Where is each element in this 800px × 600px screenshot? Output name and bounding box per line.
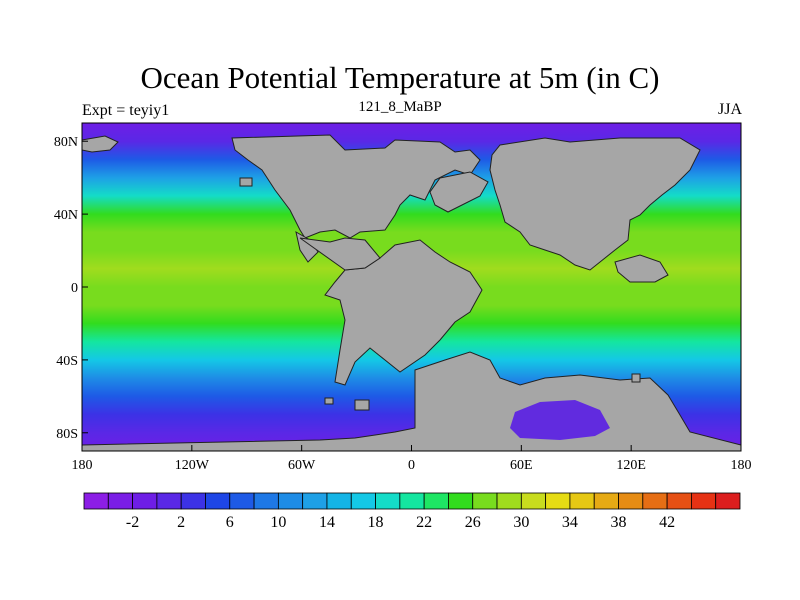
- colorbar-swatch: [205, 492, 231, 510]
- land-north-america: [231, 134, 481, 239]
- lat-tick-label: 0: [71, 281, 78, 296]
- land-south-america: [324, 239, 483, 386]
- colorbar-swatch: [642, 492, 668, 510]
- colorbar-swatch: [618, 492, 644, 510]
- lon-tick-label: 120W: [175, 458, 210, 473]
- colorbar-swatch: [472, 492, 498, 510]
- colorbar-label: 6: [226, 514, 234, 531]
- lon-tick-label: 0: [408, 458, 415, 473]
- colorbar-label: 22: [416, 514, 432, 531]
- land-se-asia: [614, 254, 669, 283]
- colorbar-label: 14: [319, 514, 335, 531]
- experiment-label: Expt = teyiy1: [82, 102, 170, 119]
- period-label: 121_8_MaBP: [358, 99, 442, 115]
- lat-tick-label: 80S: [56, 427, 78, 442]
- antarctic-cold-pocket: [510, 400, 610, 440]
- colorbar-swatch: [569, 492, 595, 510]
- colorbar-swatch: [277, 492, 304, 510]
- lon-tick-label: 180: [731, 458, 752, 473]
- colorbar-swatch: [520, 492, 547, 510]
- lon-tick-label: 60W: [288, 458, 316, 473]
- land-island: [239, 177, 253, 187]
- colorbar-swatch: [326, 492, 352, 510]
- colorbar-swatch: [350, 492, 376, 510]
- colorbar-swatch: [593, 492, 619, 510]
- colorbar-swatch: [423, 492, 449, 510]
- colorbar-label: 10: [270, 514, 286, 531]
- colorbar-swatch: [180, 492, 206, 510]
- lat-tick-label: 40N: [54, 208, 78, 223]
- colorbar-label: 18: [368, 514, 384, 531]
- colorbar-swatch: [229, 492, 255, 510]
- longitude-axis: 180 120W 60W 0 60E 120E 180: [72, 445, 752, 473]
- colorbar-swatch: [83, 492, 109, 510]
- colorbar-swatch: [107, 492, 133, 510]
- lon-tick-label: 120E: [616, 458, 646, 473]
- colorbar-label: -2: [126, 514, 139, 531]
- latitude-axis: 80N 40N 0 40S 80S: [54, 135, 88, 442]
- season-label: JJA: [717, 101, 742, 118]
- colorbar-swatch: [715, 492, 741, 510]
- colorbar-swatch: [666, 492, 692, 510]
- land-island: [324, 397, 334, 405]
- colorbar-label: 2: [177, 514, 185, 531]
- lon-tick-label: 180: [72, 458, 93, 473]
- land-eurasia: [489, 137, 701, 271]
- land-island: [631, 373, 641, 383]
- colorbar-swatch: [399, 492, 425, 510]
- lat-tick-label: 40S: [56, 354, 78, 369]
- colorbar-label: 34: [562, 514, 578, 531]
- colorbar-label: 42: [659, 514, 675, 531]
- lon-tick-label: 60E: [510, 458, 533, 473]
- colorbar-swatch: [156, 492, 182, 510]
- colorbar-label: 30: [513, 514, 529, 531]
- plot-title: Ocean Potential Temperature at 5m (in C): [140, 60, 660, 95]
- land-arctic-islands: [82, 135, 119, 153]
- colorbar-swatch: [375, 492, 401, 510]
- colorbar: -2 2 6 10 14 18 22 26 30 34 38 42: [83, 492, 741, 531]
- land-africa: [299, 237, 381, 271]
- colorbar-swatch: [448, 492, 474, 510]
- colorbar-swatch: [253, 492, 279, 510]
- land-europe: [429, 171, 489, 213]
- colorbar-swatch: [496, 492, 522, 510]
- lat-tick-label: 80N: [54, 135, 78, 150]
- colorbar-swatch: [545, 492, 571, 510]
- colorbar-label: 26: [465, 514, 481, 531]
- colorbar-swatch: [132, 492, 158, 510]
- land-island: [354, 399, 370, 411]
- colorbar-label: 38: [611, 514, 627, 531]
- colorbar-swatch: [691, 492, 717, 510]
- colorbar-swatch: [302, 492, 328, 510]
